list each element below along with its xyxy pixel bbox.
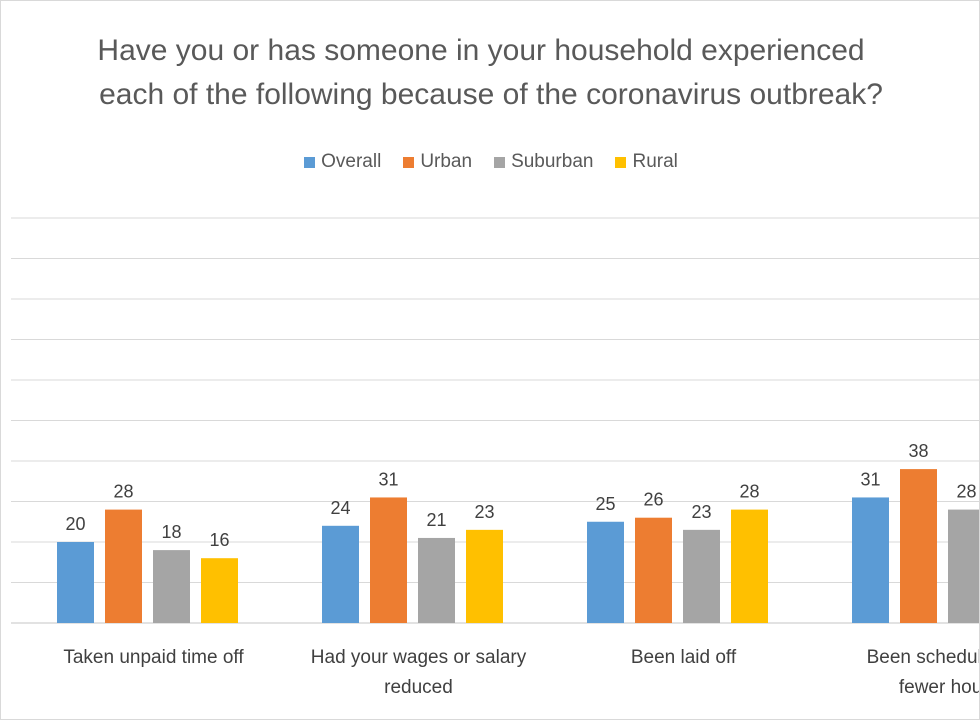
bar-suburban-1 (418, 537, 455, 623)
bar-suburban-3 (948, 509, 979, 623)
legend-label-suburban: Suburban (511, 151, 594, 172)
data-label-rural-1: 23 (474, 502, 494, 522)
category-label-0: Taken unpaid time off (63, 647, 244, 668)
legend-item-suburban: Suburban (494, 151, 593, 173)
bar-urban-2 (635, 517, 672, 623)
category-label-1: reduced (384, 677, 453, 698)
bar-urban-1 (370, 497, 407, 623)
bar-rural-0 (201, 558, 238, 623)
data-label-rural-0: 16 (209, 530, 229, 550)
legend-swatch-urban (403, 156, 415, 168)
bar-rural-2 (731, 509, 768, 623)
bar-overall-2 (587, 521, 624, 623)
legend-swatch-overall (304, 156, 316, 168)
data-label-overall-2: 25 (595, 494, 615, 514)
bar-overall-3 (852, 497, 889, 623)
chart-title-line-2: each of the following because of the cor… (99, 78, 883, 111)
bar-rural-1 (466, 529, 503, 623)
data-label-suburban-0: 18 (161, 522, 181, 542)
legend-swatch-rural (615, 156, 627, 168)
bar-urban-0 (105, 509, 142, 623)
data-label-overall-0: 20 (65, 514, 85, 534)
bar-urban-3 (900, 469, 937, 623)
category-label-2: Been laid off (631, 647, 737, 668)
data-label-suburban-3: 28 (956, 482, 976, 502)
bar-suburban-0 (153, 550, 190, 623)
legend-label-rural: Rural (632, 151, 678, 172)
category-label-1: Had your wages or salary (311, 647, 527, 668)
bar-suburban-2 (683, 529, 720, 623)
legend-item-rural: Rural (615, 151, 678, 173)
legend-label-overall: Overall (321, 151, 382, 172)
data-label-suburban-2: 23 (691, 502, 711, 522)
category-label-3: fewer hours (899, 677, 980, 698)
legend-label-urban: Urban (420, 151, 473, 172)
chart-legend: Overall Urban Suburban Rural (1, 151, 979, 173)
data-label-urban-3: 38 (908, 441, 928, 461)
legend-item-urban: Urban (403, 151, 472, 173)
data-label-suburban-1: 21 (426, 510, 446, 530)
data-label-overall-1: 24 (330, 498, 350, 518)
chart-title-line-1: Have you or has someone in your househol… (97, 34, 865, 67)
data-label-urban-1: 31 (378, 469, 398, 489)
bar-overall-1 (322, 525, 359, 623)
data-label-overall-3: 31 (860, 469, 880, 489)
legend-item-overall: Overall (304, 151, 381, 173)
data-label-rural-2: 28 (739, 482, 759, 502)
data-label-urban-0: 28 (113, 482, 133, 502)
data-label-urban-2: 26 (643, 490, 663, 510)
legend-swatch-suburban (494, 156, 506, 168)
chart-title: Have you or has someone in your househol… (1, 29, 979, 117)
category-label-3: Been scheduled for (867, 647, 980, 668)
bar-overall-0 (57, 542, 94, 623)
